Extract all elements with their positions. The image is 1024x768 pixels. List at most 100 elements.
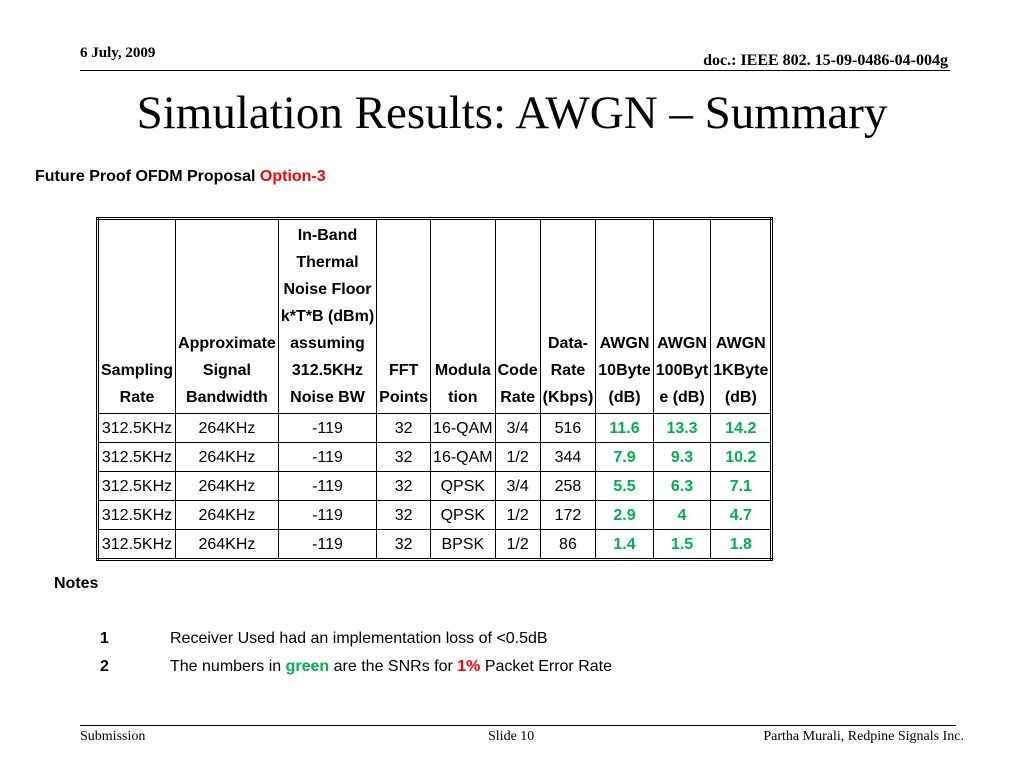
note-green-word: green [285,658,330,675]
column-header-line: e (dB) [659,389,705,406]
column-header-line: Rate [550,362,586,379]
column-header-line: Code [497,362,538,379]
table-cell: -119 [277,442,378,472]
table-row: 312.5KHz 264KHz -119 32 QPSK 3/4 258 5.5 6.3 7.1 [96,471,773,501]
snr-cell: 10.2 [710,442,773,472]
snr-cell: 4.7 [710,500,773,530]
footer-submission: Submission [80,729,146,744]
snr-cell: 14.2 [710,413,773,443]
notes-title: Notes [54,575,99,592]
column-header-line: AWGN [599,335,650,352]
table-cell: 264KHz [175,471,279,501]
column-header-line: Modula [434,362,491,379]
column-header-line: Noise BW [290,389,365,406]
note-text-pre: The numbers in [170,658,282,675]
note-number: 1 [100,630,109,647]
column-header-line: 312.5KHz [291,362,364,379]
results-table: Sampling Rate Approximate Signal Bandwidth In… [96,217,774,561]
table-cell: 172 [539,500,597,530]
column-header-line: Sampling [101,362,174,379]
note-text: Receiver Used had an implementation loss… [170,630,548,647]
column-header-line: (dB) [724,389,757,406]
table-header-row: Sampling Rate Approximate Signal Bandwidth In… [96,218,773,414]
table-cell: -119 [277,413,378,443]
column-header-line: AWGN [715,335,766,352]
column-header-line: Rate [119,389,155,406]
table-cell: 3/4 [494,413,541,443]
header-divider [80,70,950,71]
column-header-line: tion [448,389,478,406]
column-header-line: (Kbps) [542,389,594,406]
note-text-post: Packet Error Rate [484,658,612,675]
snr-cell: 6.3 [652,471,712,501]
column-header-line: Thermal [296,254,359,271]
subtitle: Future Proof OFDM Proposal Option-3 [35,168,326,186]
column-header-line: AWGN [657,335,707,352]
table-cell: 16-QAM [430,442,496,472]
table-cell: 312.5KHz [96,471,177,501]
header-date: 6 July, 2009 [80,45,156,61]
footer-author: Partha Murali, Redpine Signals Inc. [763,729,964,744]
column-header: AWGN 100Byt e (dB) [652,218,712,414]
note-text: The numbers in green are the SNRs for 1%… [170,658,612,676]
table-cell: 1/2 [494,529,541,560]
column-header: AWGN 10Byte (dB) [595,218,654,414]
table-cell: 264KHz [175,529,279,560]
table-cell: 516 [539,413,597,443]
snr-cell: 1.8 [710,529,773,560]
column-header-line: 1KByte [713,362,769,379]
column-header-line: 100Byt [655,362,709,379]
column-header-line: Data- [547,335,588,352]
table-cell: 86 [539,529,597,560]
note-text-mid: are the SNRs for [333,658,453,675]
column-header: FFT Points [376,218,432,414]
table-cell: 1/2 [494,500,541,530]
table-cell: 32 [376,471,432,501]
snr-cell: 4 [652,500,712,530]
footer-divider [80,725,956,726]
table-cell: 264KHz [175,442,279,472]
table-row: 312.5KHz 264KHz -119 32 16-QAM 1/2 344 7.9 9.3 10… [96,442,773,472]
table-cell: 312.5KHz [96,442,177,472]
snr-cell: 5.5 [595,471,654,501]
slide-title: Simulation Results: AWGN – Summary [136,87,888,139]
table-row: 312.5KHz 264KHz -119 32 QPSK 1/2 172 2.9 4 4.7 [96,500,773,530]
note-red-word: 1% [457,658,481,675]
table-cell: 32 [376,442,432,472]
column-header-line: FFT [388,362,419,379]
column-header-line: Points [379,389,429,406]
column-header-line: In-Band [297,227,358,244]
table-cell: 264KHz [175,500,279,530]
table-cell: 32 [376,413,432,443]
table-cell: -119 [277,500,378,530]
table-cell: 16-QAM [430,413,496,443]
column-header-line: Signal [202,362,251,379]
table-cell: 312.5KHz [96,413,177,443]
column-header-line: (dB) [608,389,641,406]
table-cell: 312.5KHz [96,529,177,560]
column-header-line: Bandwidth [186,389,268,406]
snr-cell: 9.3 [652,442,712,472]
column-header: Sampling Rate [96,218,177,414]
table-cell: 32 [376,529,432,560]
snr-cell: 13.3 [652,413,712,443]
column-header-line: assuming [290,335,365,352]
table-cell: QPSK [430,471,496,501]
table-cell: QPSK [430,500,496,530]
snr-cell: 1.4 [595,529,654,560]
column-header-line: k*T*B (dBm) [280,308,375,325]
column-header: In-Band Thermal Noise Floor k*T*B (dBm) assu… [277,218,378,414]
snr-cell: 11.6 [595,413,654,443]
snr-cell: 7.9 [595,442,654,472]
note-number: 2 [100,658,109,675]
footer-slide-number: Slide 10 [488,729,535,744]
table-row: 312.5KHz 264KHz -119 32 BPSK 1/2 86 1.4 1.5 1.8 [96,529,773,560]
column-header: Code Rate [494,218,541,414]
subtitle-text: Future Proof OFDM Proposal [35,168,256,185]
snr-cell: 7.1 [710,471,773,501]
snr-cell: 1.5 [652,529,712,560]
table-cell: 264KHz [175,413,279,443]
header-doc-id: doc.: IEEE 802. 15-09-0486-04-004g [703,52,948,69]
table-cell: -119 [277,471,378,501]
column-header: Modula tion [430,218,496,414]
